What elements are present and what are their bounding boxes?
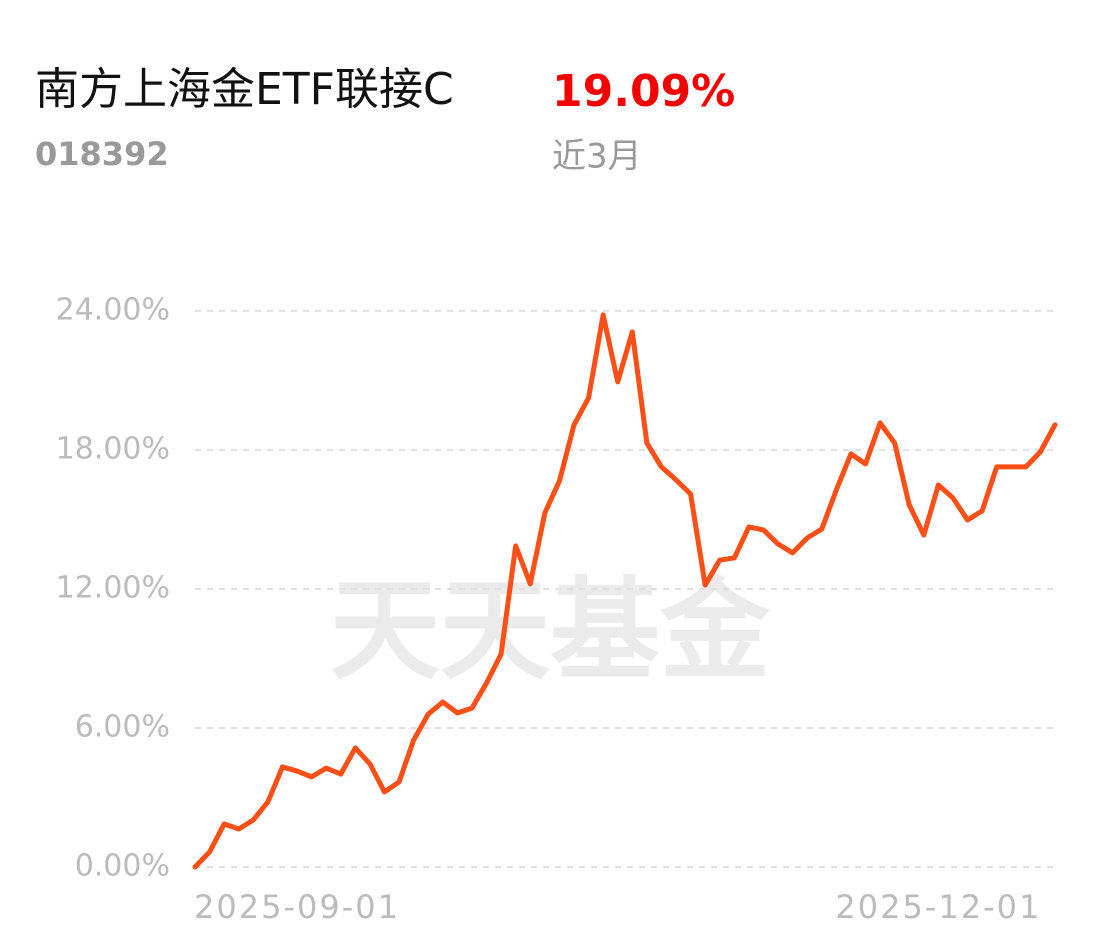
y-tick-label: 18.00%: [56, 432, 170, 467]
x-tick-label: 2025-09-01: [194, 888, 400, 926]
y-tick-label: 24.00%: [56, 293, 170, 328]
chart-title: 南方上海金ETF联接C: [35, 64, 454, 115]
x-tick-label: 2025-12-01: [835, 888, 1041, 926]
return-value: 19.09%: [552, 66, 735, 117]
watermark: 天天基金: [330, 566, 771, 694]
fund-code: 018392: [35, 135, 169, 173]
y-tick-label: 12.00%: [56, 571, 170, 606]
y-tick-label: 0.00%: [75, 849, 170, 884]
period-label: 近3月: [552, 137, 642, 177]
y-tick-label: 6.00%: [75, 710, 170, 745]
line: [192, 312, 1058, 870]
